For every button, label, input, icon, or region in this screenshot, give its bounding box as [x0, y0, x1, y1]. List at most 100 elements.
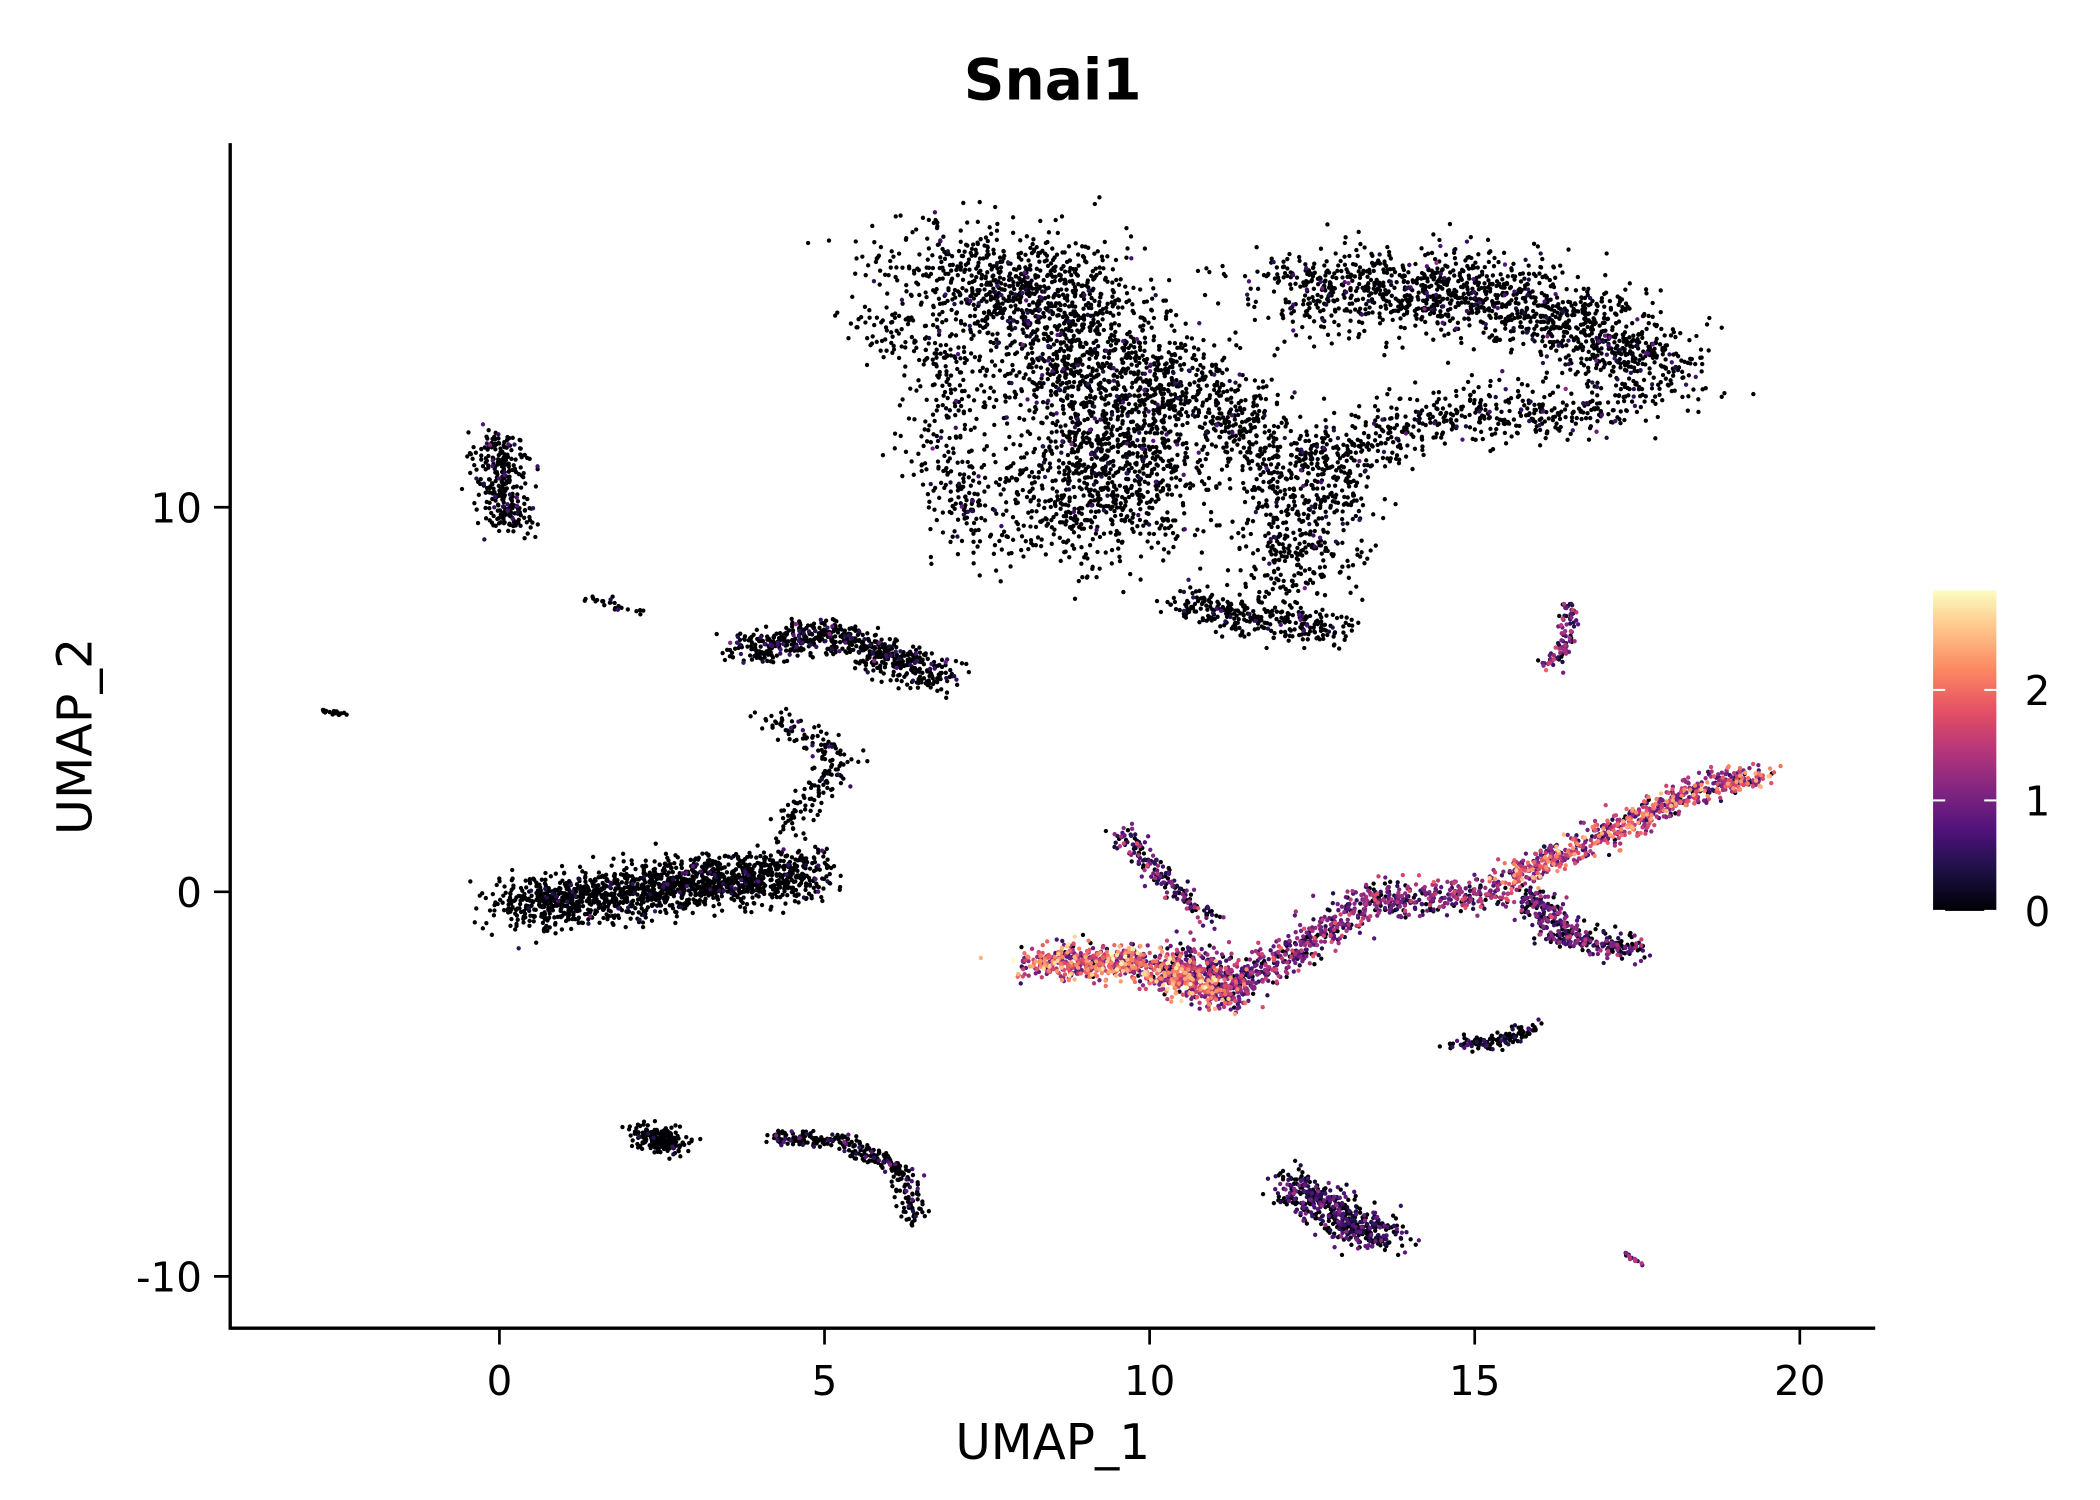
cell-point [1262, 573, 1268, 578]
cell-point [1175, 345, 1180, 351]
cell-point [889, 249, 894, 254]
cell-point [1135, 454, 1140, 459]
cell-point [1103, 275, 1108, 281]
cell-point [1039, 384, 1044, 390]
cell-point [1042, 359, 1047, 364]
cell-point [1666, 369, 1671, 375]
cell-point [1493, 336, 1498, 341]
cell-point [1146, 320, 1151, 325]
cell-point [1279, 509, 1284, 515]
cell-point [1088, 509, 1094, 514]
cell-point [1323, 417, 1328, 423]
cell-point [1602, 315, 1607, 321]
cell-point [942, 256, 948, 261]
cell-point [1267, 456, 1272, 462]
cell-point [1554, 303, 1559, 309]
cell-point [1298, 433, 1303, 439]
cell-point [1120, 454, 1126, 459]
cell-point [1172, 351, 1177, 357]
cell-point [973, 247, 978, 252]
cell-point [940, 246, 945, 252]
cell-point [863, 273, 868, 278]
cell-point [965, 220, 970, 225]
cell-point [1597, 323, 1602, 328]
cell-point [1076, 263, 1081, 268]
cell-point [1173, 475, 1179, 480]
cell-point [1324, 547, 1329, 553]
cell-point [962, 322, 968, 327]
cell-point [1129, 410, 1134, 415]
cell-point [1520, 330, 1525, 335]
cell-point [1110, 280, 1115, 285]
cell-point [1627, 281, 1632, 286]
cell-point [1122, 519, 1127, 524]
cell-point [1015, 282, 1020, 288]
cell-point [1087, 543, 1093, 548]
cell-point [972, 313, 977, 319]
cell-point [1325, 268, 1330, 273]
cell-point [898, 213, 903, 218]
cell-point [1150, 444, 1155, 450]
cell-point [969, 527, 974, 533]
cell-point [914, 227, 919, 232]
cell-point [1033, 543, 1039, 548]
cell-point [1413, 261, 1418, 267]
cell-point [1083, 244, 1088, 249]
cell-point [1476, 384, 1481, 390]
cell-point [1058, 558, 1063, 564]
cell-point [1214, 485, 1219, 490]
cell-point [934, 397, 939, 403]
cell-point [864, 362, 870, 368]
cell-point [1467, 323, 1472, 328]
cell-point [1128, 370, 1133, 375]
cell-point [1141, 523, 1146, 528]
cell-point [1296, 588, 1301, 594]
cell-point [1311, 510, 1316, 515]
cell-point [1162, 443, 1167, 448]
cell-point [1198, 566, 1203, 571]
cell-point [1228, 407, 1234, 412]
cell-point [1002, 393, 1008, 398]
cell-point [1101, 327, 1106, 333]
cell-point [1514, 296, 1519, 301]
cell-point [1054, 429, 1059, 434]
cell-point [1063, 502, 1068, 507]
cell-point [1424, 331, 1429, 336]
cell-point [971, 398, 977, 403]
cell-point [1324, 259, 1329, 264]
cell-point [1062, 281, 1067, 286]
cell-point [984, 253, 989, 258]
cell-point [1131, 336, 1136, 342]
cell-point [877, 282, 882, 287]
cell-point [1204, 266, 1209, 271]
cell-point [1044, 517, 1049, 522]
cell-point [958, 264, 964, 270]
cell-point [1079, 545, 1084, 550]
cell-point [1652, 394, 1658, 399]
cell-point [1015, 492, 1021, 497]
cell-point [948, 489, 953, 494]
cell-point [1271, 423, 1277, 429]
cell-point [1336, 332, 1342, 337]
cell-point [1268, 549, 1273, 554]
cell-point [1089, 475, 1094, 480]
cell-point [1131, 310, 1137, 316]
cell-point [1358, 554, 1363, 559]
cell-point [1574, 335, 1579, 340]
cell-point [1104, 305, 1109, 310]
cell-point [1230, 519, 1235, 524]
cell-point [1643, 340, 1649, 346]
cell-point [1090, 321, 1095, 326]
cell-point [1498, 285, 1504, 290]
cell-point [1671, 330, 1676, 335]
cell-point [1317, 565, 1323, 570]
cell-point [1056, 458, 1062, 463]
cell-point [1360, 285, 1365, 291]
cell-point [885, 291, 890, 296]
cell-point [1014, 478, 1019, 483]
cell-point [1072, 494, 1077, 500]
cell-point [1115, 437, 1120, 442]
cell-point [1254, 476, 1259, 482]
cell-point [1326, 285, 1332, 290]
cell-point [1328, 281, 1333, 286]
